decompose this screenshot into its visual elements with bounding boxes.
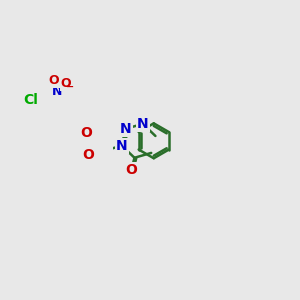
Text: N: N (52, 85, 62, 98)
Text: N: N (116, 139, 128, 153)
Text: O: O (125, 163, 137, 177)
Text: O: O (80, 125, 92, 140)
Text: −: − (66, 82, 74, 92)
Text: O: O (48, 74, 58, 87)
Text: O: O (61, 77, 71, 90)
Text: +: + (57, 82, 65, 93)
Text: O: O (82, 148, 94, 162)
Text: N: N (137, 117, 148, 131)
Text: Cl: Cl (23, 93, 38, 107)
Text: N: N (120, 122, 132, 136)
